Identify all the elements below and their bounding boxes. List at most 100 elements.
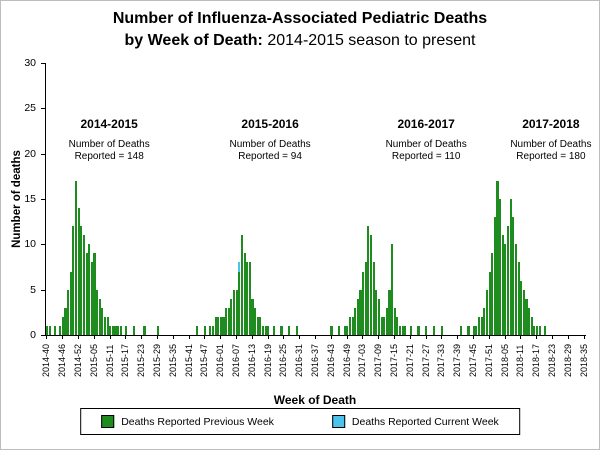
plot-area: 2014-2015 Number of Deaths Reported = 148 2… [45,63,591,336]
current-week-deaths-bar [238,262,241,272]
season-annotation-title: 2015-2016 [241,117,299,131]
x-tick-label: 2017-27 [420,343,431,377]
x-tick-label: 2018-29 [562,343,573,377]
deaths-bar [143,325,146,335]
chart-title-line2-normal: 2014-2015 season to present [267,32,476,49]
y-tick-label: 0 [30,329,36,341]
y-tick-mark [41,153,45,155]
deaths-bar [296,325,299,335]
deaths-bar [348,316,352,335]
deaths-bar [391,244,394,335]
x-tick-label: 2016-31 [294,343,305,377]
x-tick-label: 2015-47 [199,343,210,377]
deaths-bar [64,307,67,335]
x-tick-label: 2017-45 [468,343,479,377]
deaths-bar [248,262,251,335]
season-annotation-line1: Number of Deaths [229,139,311,150]
x-tick-mark [109,335,111,339]
deaths-bar [491,253,494,335]
deaths-bar [385,307,388,335]
deaths-bar [530,316,533,335]
x-tick-mark [220,335,222,339]
deaths-bar [96,289,99,335]
deaths-bar [398,325,402,335]
deaths-bar [467,325,470,335]
x-tick-mark [125,335,127,339]
x-tick-label: 2016-49 [341,343,352,377]
deaths-bar [59,325,62,335]
chart-title-line2-bold: by Week of Death: [124,32,263,49]
deaths-bar [93,253,96,335]
deaths-bar [417,325,420,335]
x-tick-label: 2015-41 [183,343,194,377]
deaths-bar [506,226,510,335]
deaths-bar [90,262,93,335]
deaths-bar [383,316,386,335]
y-tick-label: 10 [24,238,36,251]
x-tick-label: 2015-11 [104,344,115,377]
deaths-bar [370,235,373,335]
deaths-bar [46,325,49,335]
deaths-bar [356,298,359,335]
x-tick-label: 2014-52 [72,343,83,377]
legend: Deaths Reported Previous Week Deaths Rep… [80,408,520,435]
deaths-bar [433,325,436,335]
deaths-bar [103,316,107,335]
x-tick-mark [93,335,95,339]
x-tick-label: 2018-23 [547,343,558,377]
deaths-bar [393,307,396,335]
y-tick-mark [41,335,45,336]
deaths-bar [222,316,225,335]
deaths-bar [509,199,512,335]
deaths-bar [525,298,528,335]
x-tick-label: 2015-23 [136,343,147,377]
deaths-bar [346,325,349,335]
deaths-bar [441,325,444,335]
x-tick-label: 2016-25 [278,343,289,377]
season-annotation-line2: Reported = 110 [391,151,461,162]
x-tick-mark [504,335,506,339]
x-tick-label: 2016-13 [246,343,257,377]
deaths-bar [401,325,404,335]
deaths-bar [77,208,80,335]
deaths-bar [364,262,367,335]
x-tick-mark [156,335,158,339]
x-tick-label: 2016-01 [215,343,226,377]
deaths-bar [362,271,365,335]
deaths-bar [528,307,531,335]
deaths-bar [209,325,212,335]
x-tick-mark [204,335,206,339]
y-axis-ticks: 0 5 10 15 20 25 30 [1,57,45,341]
deaths-bar [538,325,541,335]
deaths-bar [235,289,238,335]
x-tick-mark [362,335,364,339]
x-tick-mark [299,335,301,339]
season-annotation: 2014-2015 Number of Deaths Reported = 148 [69,117,150,163]
deaths-bar [204,325,207,335]
deaths-bar [280,325,283,335]
deaths-bar [61,316,64,335]
y-tick-mark [41,199,45,200]
x-tick-mark [315,335,316,339]
deaths-bar [111,325,114,335]
x-tick-mark [172,335,174,339]
deaths-bar [156,325,159,335]
x-tick-mark [409,335,411,339]
deaths-bar [98,298,101,335]
deaths-bar [488,271,491,335]
x-tick-label: 2018-05 [499,343,510,377]
deaths-bar [396,316,399,335]
x-tick-mark [283,335,285,339]
deaths-bar [533,325,536,335]
x-tick-mark [141,335,143,339]
season-annotation-line1: Number of Deaths [510,139,592,150]
x-tick-label: 2017-09 [373,343,384,377]
deaths-bar [196,325,199,335]
deaths-bar [520,280,523,335]
deaths-bar [72,226,75,335]
x-tick-label: 2015-05 [88,343,99,377]
x-axis-title: Week of Death [273,393,357,407]
deaths-bar [543,325,546,335]
chart-title-line2: by Week of Death: 2014-2015 season to pr… [1,30,599,52]
season-annotation-line2: Reported = 180 [516,151,586,162]
